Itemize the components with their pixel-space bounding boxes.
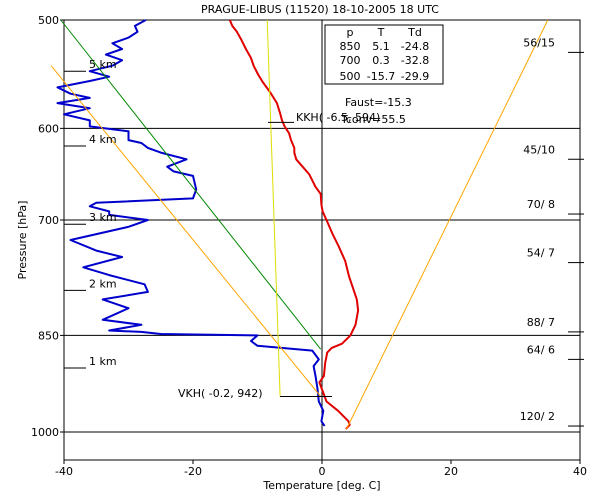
x-tick-label: 40 xyxy=(573,465,587,478)
level-annotation: KKH( -6.5, 594) xyxy=(296,111,380,124)
table-cell: 0.3 xyxy=(372,54,390,67)
wind-label: 88/ 7 xyxy=(527,316,555,329)
chart-title: PRAGUE-LIBUS (11520) 18-10-2005 18 UTC xyxy=(201,3,439,16)
table-cell: -32.8 xyxy=(401,54,429,67)
wind-label: 56/15 xyxy=(523,36,555,49)
y-tick-label: 1000 xyxy=(31,426,59,439)
height-marker-label: 3 km xyxy=(89,211,117,224)
dry-adiabat-line xyxy=(50,65,322,397)
level-line-line xyxy=(266,19,281,397)
table-cell: -24.8 xyxy=(401,40,429,53)
data-table-frame xyxy=(324,24,444,85)
y-tick-label: 600 xyxy=(38,122,59,135)
y-axis-label: Pressure [hPa] xyxy=(16,201,29,280)
x-tick-label: 20 xyxy=(444,465,458,478)
table-cell: 700 xyxy=(340,54,361,67)
vkh-annotation: VKH( -0.2, 942) xyxy=(178,387,263,400)
table-header-td: Td xyxy=(407,26,422,39)
table-header-t: T xyxy=(377,26,385,39)
dewpoint-line xyxy=(56,19,326,427)
height-marker-label: 2 km xyxy=(89,277,117,290)
y-tick-label: 850 xyxy=(38,329,59,342)
wind-label: 70/ 8 xyxy=(527,198,555,211)
y-tick-label: 500 xyxy=(38,14,59,27)
table-cell: 500 xyxy=(340,70,361,83)
dry-adiabat-line xyxy=(346,19,549,430)
temperature-line xyxy=(228,19,360,430)
x-tick-label: -20 xyxy=(184,465,202,478)
table-cell: 5.1 xyxy=(372,40,390,53)
faust-annotation: Faust=-15.3 xyxy=(345,96,412,109)
x-tick-label: 0 xyxy=(319,465,326,478)
plot-area xyxy=(50,19,584,464)
overprint-annotation: Tconv=55.5 xyxy=(340,113,406,126)
wind-label: 45/10 xyxy=(523,143,555,156)
wind-label: 54/ 7 xyxy=(527,247,555,260)
height-marker-label: 5 km xyxy=(89,58,117,71)
wind-label: 64/ 6 xyxy=(527,343,555,356)
saturation-line-line xyxy=(60,19,322,350)
height-marker-label: 1 km xyxy=(89,355,117,368)
table-cell: 850 xyxy=(340,40,361,53)
wind-label: 120/ 2 xyxy=(520,410,555,423)
table-cell: -15.7 xyxy=(367,70,395,83)
x-tick-label: -40 xyxy=(55,465,73,478)
table-cell: -29.9 xyxy=(401,70,429,83)
table-header-p: p xyxy=(347,26,354,39)
height-marker-label: 4 km xyxy=(89,133,117,146)
x-axis-label: Temperature [deg. C] xyxy=(262,479,380,492)
y-tick-label: 700 xyxy=(38,214,59,227)
data-table: p T Td 850 5.1 -24.8 700 0.3 -32.8 500 -… xyxy=(324,24,444,85)
